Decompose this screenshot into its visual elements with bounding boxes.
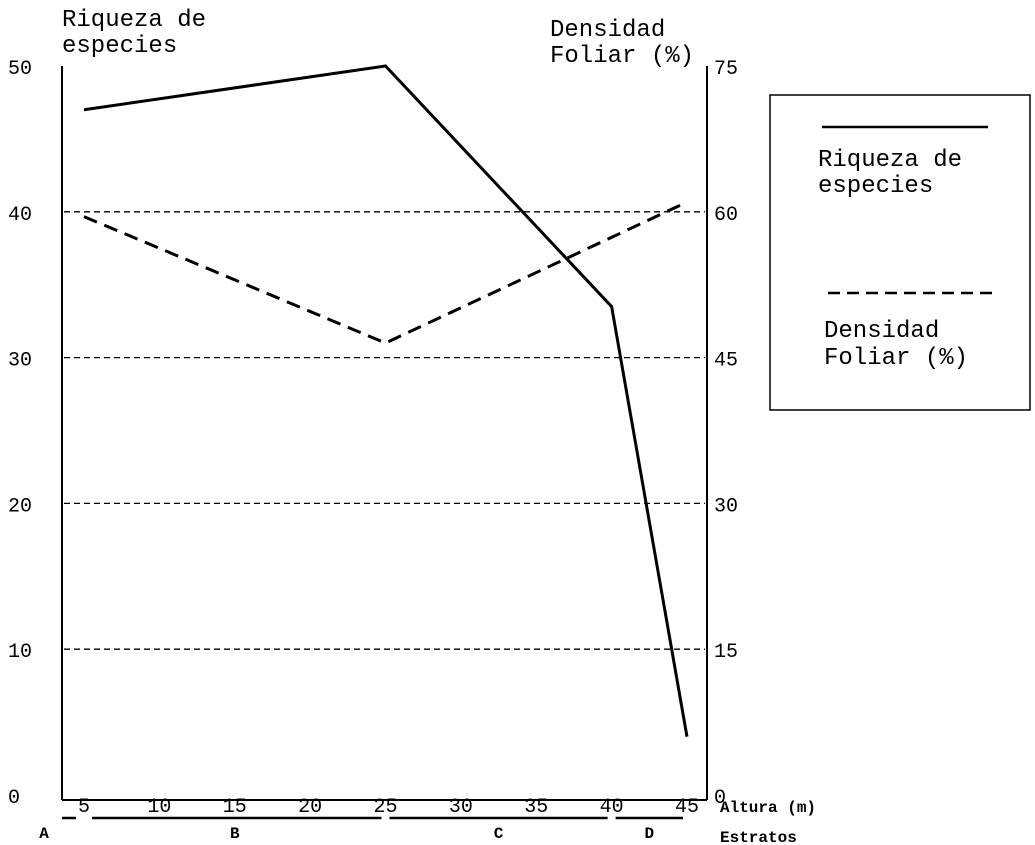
x-tick-label: 10 [147, 796, 171, 819]
legend-box [769, 94, 1031, 411]
legend-solid-label-line1: Riqueza de [818, 147, 962, 174]
strata-title: Estratos [720, 829, 797, 845]
y-right-tick-label: 0 [714, 787, 726, 810]
legend-dashed-label-line2: Foliar (%) [824, 345, 968, 372]
series-lines [83, 64, 689, 737]
y-left-tick-label: 40 [8, 204, 32, 227]
y-right-axis-title-line2: Foliar (%) [550, 43, 694, 70]
x-tick-label: 25 [373, 796, 397, 819]
strata-label: D [645, 825, 655, 843]
series-line-riqueza-especies [83, 64, 689, 737]
y-right-tick-label: 30 [714, 495, 738, 518]
y-left-tick-label: 30 [8, 350, 32, 373]
y-left-tick-label: 50 [8, 58, 32, 81]
y-left-axis-title-line1: Riqueza de [62, 7, 206, 34]
y-left-tick-label: 10 [8, 641, 32, 664]
strata-label: A [39, 825, 49, 843]
y-left-tick-label: 20 [8, 495, 32, 518]
y-right-tick-label: 15 [714, 641, 738, 664]
series-line-densidad-foliar [83, 200, 688, 345]
y-left-axis-title-line2: especies [62, 33, 177, 60]
x-tick-label: 45 [675, 796, 699, 819]
x-tick-label: 20 [298, 796, 322, 819]
x-tick-label: 30 [449, 796, 473, 819]
y-right-ticks: 0 15 30 45 60 75 [714, 58, 738, 810]
y-right-tick-label: 75 [714, 58, 738, 81]
y-left-ticks: 0 10 20 30 40 50 [8, 58, 32, 810]
strata-bars: A B C D [39, 816, 683, 843]
y-right-tick-label: 45 [714, 350, 738, 373]
x-tick-label: 15 [223, 796, 247, 819]
legend-solid-label-line2: especies [818, 173, 933, 200]
x-tick-label: 40 [600, 796, 624, 819]
gridlines [64, 211, 705, 650]
y-right-axis-title-line1: Densidad [550, 17, 665, 44]
x-tick-label: 35 [524, 796, 548, 819]
strata-label: B [230, 825, 240, 843]
x-ticks: 5 10 15 20 25 30 35 40 45 [78, 796, 699, 819]
x-tick-label: 5 [78, 796, 90, 819]
x-axis-title: Altura (m) [720, 799, 816, 817]
legend: Riqueza de especies Densidad Foliar (%) [769, 94, 1031, 411]
strata-label: C [494, 825, 504, 843]
y-left-tick-label: 0 [8, 787, 20, 810]
y-right-tick-label: 60 [714, 204, 738, 227]
legend-dashed-label-line1: Densidad [824, 318, 939, 345]
